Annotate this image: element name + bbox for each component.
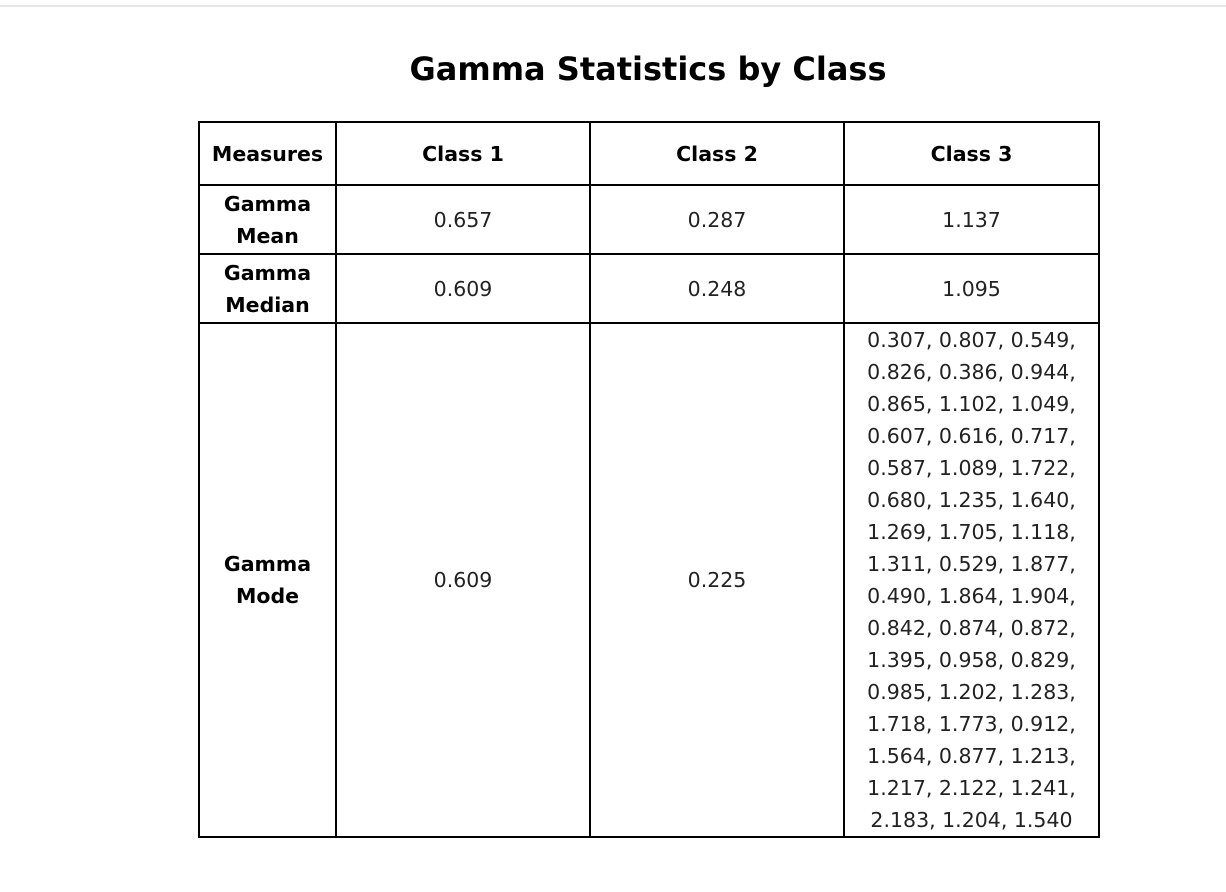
top-divider [0, 5, 1226, 7]
row-label-gamma-median: Gamma Median [198, 253, 337, 324]
table-row-gamma-mode: Gamma Mode 0.609 0.225 0.307, 0.807, 0.5… [198, 322, 1100, 838]
table-row-gamma-mean: Gamma Mean 0.657 0.287 1.137 [198, 184, 1100, 255]
cell-gamma-median-class-2: 0.248 [589, 253, 845, 324]
page-title: Gamma Statistics by Class [409, 50, 887, 88]
gamma-statistics-table: Measures Class 1 Class 2 Class 3 Gamma M… [198, 121, 1100, 838]
cell-gamma-mean-class-2: 0.287 [589, 184, 845, 255]
cell-gamma-mean-class-1: 0.657 [335, 184, 591, 255]
cell-gamma-mode-class-1: 0.609 [335, 322, 591, 838]
row-label-gamma-mode: Gamma Mode [198, 322, 337, 838]
cell-gamma-mean-class-3: 1.137 [843, 184, 1100, 255]
column-header-measures: Measures [198, 121, 337, 186]
table-header-row: Measures Class 1 Class 2 Class 3 [198, 121, 1100, 186]
column-header-class-3: Class 3 [843, 121, 1100, 186]
column-header-class-1: Class 1 [335, 121, 591, 186]
cell-gamma-mode-class-2: 0.225 [589, 322, 845, 838]
column-header-class-2: Class 2 [589, 121, 845, 186]
cell-gamma-median-class-3: 1.095 [843, 253, 1100, 324]
table-row-gamma-median: Gamma Median 0.609 0.248 1.095 [198, 253, 1100, 324]
cell-gamma-mode-class-3: 0.307, 0.807, 0.549, 0.826, 0.386, 0.944… [843, 322, 1100, 838]
row-label-gamma-mean: Gamma Mean [198, 184, 337, 255]
cell-gamma-median-class-1: 0.609 [335, 253, 591, 324]
